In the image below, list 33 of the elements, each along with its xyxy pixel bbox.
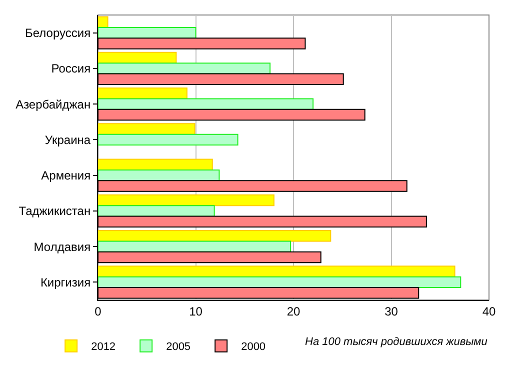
legend-label: 2005 — [166, 341, 191, 354]
y-tick-label: Украина — [44, 132, 91, 147]
x-tick-label: 30 — [384, 304, 398, 318]
bar — [98, 16, 108, 28]
y-tick-label: Таджикистан — [18, 204, 91, 218]
bar — [98, 123, 196, 135]
bar — [98, 88, 188, 100]
bar — [98, 230, 332, 242]
x-tick-label: 10 — [189, 304, 203, 318]
bar — [98, 240, 292, 252]
bar — [98, 205, 215, 217]
bar — [98, 52, 177, 64]
bar — [98, 194, 274, 206]
bar — [98, 158, 213, 170]
y-tick-label: Россия — [51, 62, 91, 76]
legend-label: 2000 — [241, 341, 266, 354]
bar — [98, 276, 462, 288]
y-tick-label: Армения — [41, 168, 91, 183]
y-tick-label: Белоруссия — [25, 26, 91, 40]
legend-label: 2012 — [91, 341, 116, 354]
bar — [98, 26, 196, 39]
y-tick-label: Азербайджан — [16, 97, 91, 112]
bar — [98, 266, 456, 278]
bar — [98, 134, 238, 146]
x-tick-label: 20 — [286, 304, 300, 318]
y-tick-label: Киргизия — [40, 275, 91, 290]
bar — [98, 62, 271, 74]
x-tick-label: 0 — [94, 304, 102, 318]
bar — [98, 169, 220, 182]
y-tick-label: Молдавия — [34, 240, 91, 254]
bar — [98, 98, 314, 110]
x-tick-label: 40 — [482, 304, 496, 318]
text: На 100 тысяч родившихся живыми — [305, 336, 488, 348]
